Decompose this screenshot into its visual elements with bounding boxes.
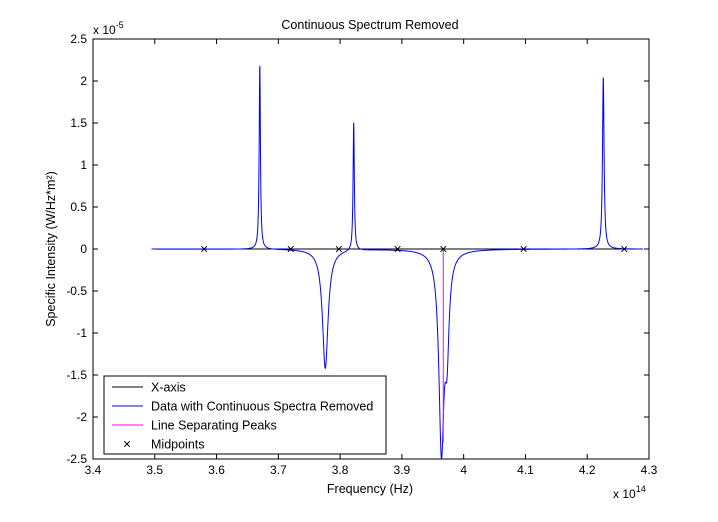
- chart-title: Continuous Spectrum Removed: [281, 18, 458, 32]
- legend: X-axis Data with Continuous Spectra Remov…: [103, 375, 387, 455]
- series-spectrum-line: [151, 65, 643, 460]
- plot-content: [151, 65, 643, 460]
- legend-label: Midpoints: [151, 438, 205, 452]
- svg-text:x 1014: x 1014: [613, 484, 646, 501]
- axis-ticks: [92, 38, 650, 460]
- y-tick-label: 1: [80, 158, 87, 172]
- y-tick-label: -0.5: [66, 284, 87, 298]
- midpoint-marker: [287, 245, 294, 253]
- y-tick-label: -1: [76, 326, 87, 340]
- x-tick-label: 4: [460, 463, 467, 477]
- midpoint-marker: [520, 245, 527, 253]
- y-tick-label: 1.5: [70, 116, 87, 130]
- x-tick-label: 3.5: [146, 463, 163, 477]
- legend-label: Line Separating Peaks: [151, 419, 277, 433]
- midpoint-marker: [394, 245, 401, 253]
- y-multiplier-exponent: -5: [116, 20, 124, 30]
- y-tick-label: 2.5: [70, 32, 87, 46]
- svg-text:x 10-5: x 10-5: [93, 20, 124, 37]
- x-tick-label: 3.6: [208, 463, 225, 477]
- y-tick-label: 0.5: [70, 200, 87, 214]
- legend-item: Data with Continuous Spectra Removed: [112, 400, 373, 414]
- legend-label: Data with Continuous Spectra Removed: [151, 400, 373, 414]
- x-tick-label: 3.9: [394, 463, 411, 477]
- y-tick-label: -1.5: [66, 368, 87, 382]
- y-axis-multiplier: x 10-5: [93, 20, 124, 37]
- x-tick-label: 4.1: [517, 463, 534, 477]
- y-axis-label: Specific Intensity (W/Hz*m²): [44, 171, 58, 327]
- y-tick-label: 2: [80, 74, 87, 88]
- x-tick-label: 4.3: [641, 463, 658, 477]
- x-multiplier-base: x 10: [613, 487, 636, 501]
- x-tick-label: 3.4: [85, 463, 102, 477]
- legend-item: Midpoints: [123, 438, 205, 452]
- y-tick-label: -2: [76, 410, 87, 424]
- y-multiplier-base: x 10: [93, 23, 116, 37]
- legend-item: X-axis: [112, 381, 186, 395]
- x-tick-label: 4.2: [579, 463, 596, 477]
- midpoint-marker: [621, 245, 628, 253]
- x-tick-label: 3.7: [270, 463, 287, 477]
- x-axis-multiplier: x 1014: [613, 484, 646, 501]
- legend-item: Line Separating Peaks: [112, 419, 277, 433]
- y-tick-label: 0: [80, 242, 87, 256]
- legend-label: X-axis: [151, 381, 186, 395]
- x-multiplier-exponent: 14: [636, 484, 646, 494]
- axis-tick-labels: 3.4 3.5 3.6 3.7 3.8 3.9 4 4.1 4.2 4.3 -2.5 -2 -1.5 -1…: [66, 32, 657, 477]
- legend-box: [103, 375, 387, 455]
- legend-marker-x: [123, 440, 131, 448]
- midpoint-marker: [335, 245, 343, 253]
- midpoint-marker: [201, 245, 208, 253]
- x-tick-label: 3.8: [332, 463, 349, 477]
- midpoint-marker: [440, 245, 447, 253]
- x-axis-label: Frequency (Hz): [327, 482, 413, 496]
- y-tick-label: -2.5: [66, 452, 87, 466]
